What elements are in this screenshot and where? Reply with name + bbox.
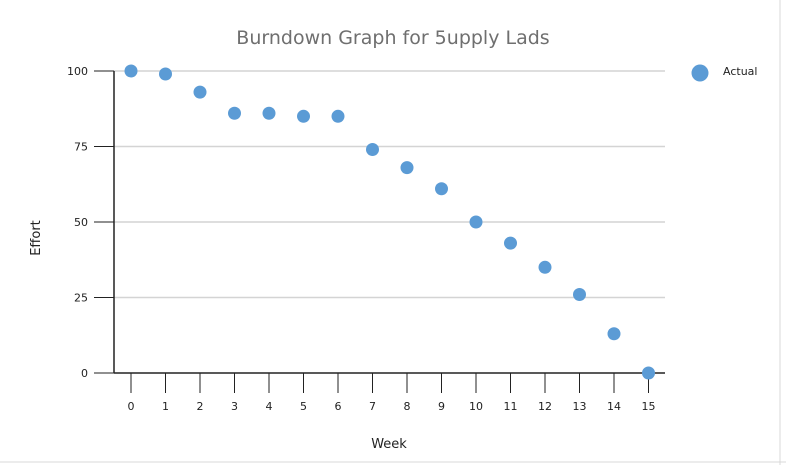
data-point-4 — [262, 106, 276, 120]
data-point-14 — [607, 327, 621, 341]
x-tick-label-15: 15 — [642, 400, 656, 413]
data-point-5 — [297, 109, 310, 123]
x-tick-label-8: 8 — [404, 400, 411, 413]
data-point-7 — [366, 143, 379, 157]
data-point-15 — [642, 366, 655, 380]
data-point-11 — [504, 236, 517, 250]
data-point-6 — [331, 109, 345, 123]
legend-label-actual: Actual — [723, 65, 757, 78]
x-tick-label-1: 1 — [162, 400, 169, 413]
data-point-9 — [435, 182, 448, 196]
y-tick-label-100: 100 — [67, 65, 88, 78]
data-point-10 — [469, 215, 483, 229]
y-tick-label-0: 0 — [81, 367, 88, 380]
x-tick-label-7: 7 — [369, 400, 376, 413]
data-point-13 — [573, 287, 586, 301]
x-tick-label-9: 9 — [438, 400, 445, 413]
axis-layer — [94, 70, 665, 393]
data-point-8 — [400, 161, 414, 175]
data-point-1 — [159, 67, 172, 81]
x-tick-label-14: 14 — [607, 400, 621, 413]
x-tick-label-2: 2 — [197, 400, 204, 413]
x-tick-label-5: 5 — [300, 400, 307, 413]
x-tick-label-0: 0 — [128, 400, 135, 413]
data-point-12 — [538, 260, 552, 274]
x-tick-label-12: 12 — [538, 400, 552, 413]
grid-layer — [114, 70, 665, 299]
y-tick-label-50: 50 — [74, 216, 88, 229]
legend-marker-actual — [691, 64, 709, 82]
chart-title: Burndown Graph for 5upply Lads — [236, 27, 549, 49]
data-point-3 — [228, 106, 241, 120]
x-tick-label-13: 13 — [573, 400, 587, 413]
y-tick-label-25: 25 — [74, 292, 88, 305]
x-axis-title: Week — [371, 437, 407, 452]
x-tick-label-3: 3 — [231, 400, 238, 413]
x-tick-label-6: 6 — [335, 400, 342, 413]
x-tick-label-4: 4 — [266, 400, 273, 413]
x-tick-label-10: 10 — [469, 400, 483, 413]
x-tick-label-11: 11 — [504, 400, 518, 413]
y-tick-label-75: 75 — [74, 141, 88, 154]
data-point-0 — [124, 64, 138, 78]
data-point-2 — [193, 85, 207, 99]
y-axis-title: Effort — [29, 220, 44, 256]
point-layer — [124, 64, 655, 380]
legend: Actual — [691, 64, 757, 82]
